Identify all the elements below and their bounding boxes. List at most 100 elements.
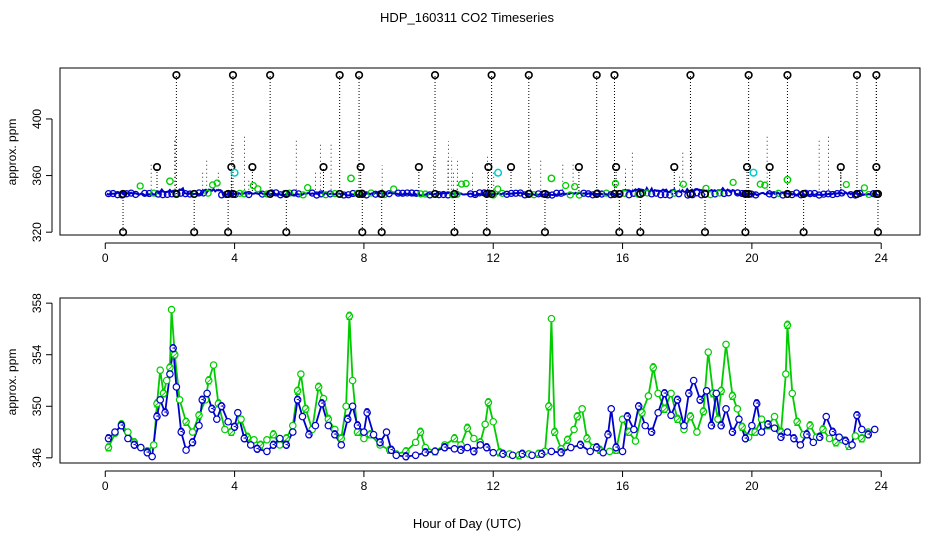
green-point [729,178,737,187]
green-point [136,182,144,190]
series-point-2 [204,376,213,385]
series-marker-3: 3 [283,438,290,452]
series-point-3 [318,399,326,408]
series-marker-2: 2 [718,384,725,398]
series-marker-3: 3 [422,446,429,460]
green-point [390,185,398,193]
series-marker-2: 2 [403,444,410,458]
series-point-3 [592,443,601,452]
series-marker-3: 3 [865,428,872,442]
series-marker-2: 2 [338,432,345,446]
series-marker-2: 2 [833,435,840,449]
black-baseline-point [686,189,695,199]
top-y-axis-label: approx. ppm [5,119,19,186]
series-marker-3: 3 [231,420,238,434]
series-marker-3: 3 [791,432,798,446]
series-point-3 [696,396,704,404]
series-point-3 [607,405,616,413]
series-marker-3: 3 [144,446,151,460]
series-point-3 [431,447,439,456]
blue-point [765,190,773,198]
series-point-2 [693,428,701,436]
series-point-3 [166,370,174,378]
blue-point [258,190,267,198]
series-point-2 [149,441,158,449]
series-point-3 [848,441,856,449]
green-high-point [783,175,792,184]
series-point-3 [470,447,478,456]
top-panel: 0 4 8 12 16 20 24 320 360 400 approx. ppm [5,67,921,265]
green-point [299,191,307,199]
blue-point [788,191,796,199]
blue-point [476,189,484,197]
series-marker-3: 3 [765,417,772,431]
top-y-axis: 320 360 400 [30,109,53,242]
blue-point [580,189,588,197]
black-baseline-point [354,189,364,199]
green-point [208,181,217,189]
blue-point [109,189,117,198]
green-point [865,190,873,199]
series-marker-3: 3 [354,419,361,433]
series-marker-2: 2 [354,425,361,439]
blue-point [408,189,416,197]
series-marker-3: 3 [803,428,810,442]
series-marker-2: 2 [674,412,681,426]
blue-point [734,189,742,197]
black-baseline-point [358,189,367,199]
blue-point [589,191,597,199]
series-point-3 [148,452,156,461]
series-point-2 [793,417,801,426]
series-marker-2: 2 [858,432,865,446]
series-point-3 [673,396,682,404]
series-point-3 [660,389,669,398]
series-marker-2: 2 [283,432,290,446]
series-point-2 [858,434,866,443]
top-x-tick-label: 20 [745,251,759,265]
black-high-point [430,70,440,80]
black-baseline-point [335,189,344,199]
series-marker-3: 3 [364,406,371,420]
series-marker-3: 3 [344,412,351,426]
series-marker-2: 2 [729,389,736,403]
series-point-2 [450,434,459,443]
series-point-3 [182,446,190,454]
series-marker-2: 2 [417,425,424,439]
black-baseline-point [524,189,533,199]
series-marker-3: 3 [829,425,836,439]
bottom-x-tick-label: 20 [745,479,759,493]
series-point-3 [337,441,346,449]
series-point-3 [213,415,221,423]
blue-point [512,189,520,197]
series-point-3 [208,405,216,413]
black-baseline-point [852,189,862,199]
series-point-2 [686,412,695,421]
series-point-3 [770,424,779,432]
blue-point [625,191,633,199]
blue-point [118,191,126,199]
black-baseline-point [487,189,496,199]
series-point-2 [714,415,722,423]
series-marker-3: 3 [294,393,301,407]
series-point-3 [835,433,843,442]
black-mid-point [356,162,365,172]
black-baseline-point [172,189,181,199]
series-point-3 [331,430,339,439]
series-marker-2: 2 [564,433,571,447]
blue-point [607,191,615,199]
green-point [331,189,339,198]
blue-point [820,190,828,198]
series-point-3 [599,448,607,457]
blue-point [195,189,203,197]
top-x-tick-label: 24 [875,251,889,265]
series-point-2 [649,363,658,372]
black-low-point [377,228,386,237]
series-marker-3: 3 [605,428,612,442]
black-baseline-point [266,189,275,199]
series-marker-2: 2 [171,348,178,362]
series-point-2 [722,340,730,349]
black-baseline-point [190,189,199,199]
series-point-2 [342,402,350,411]
black-high-point [354,70,364,80]
series-point-2 [348,376,357,385]
